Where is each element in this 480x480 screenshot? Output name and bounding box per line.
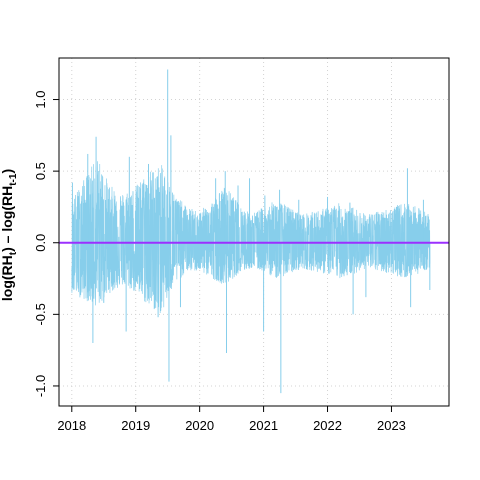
x-axis: 2018 2019 2020 2021 2022 2023 [57, 405, 406, 433]
ylabel-part-a: log(RH [0, 255, 15, 301]
x-tick-label-4: 2022 [313, 418, 342, 433]
x-tick-label-3: 2021 [249, 418, 278, 433]
y-tick-label-0: 1.0 [33, 90, 48, 108]
y-tick-label-3: -0.5 [33, 303, 48, 325]
series-return-noise [71, 69, 431, 394]
x-tick-label-1: 2019 [121, 418, 150, 433]
y-axis-label: log(RHt) – log(RHt-1) [0, 169, 19, 301]
y-axis: 1.0 0.5 0.0 -0.5 -1.0 [33, 90, 60, 397]
ylabel-sub-b: t-1 [8, 173, 19, 186]
x-tick-label-5: 2023 [377, 418, 406, 433]
ylabel-part-b: ) – log(RH [0, 186, 15, 252]
x-tick-label-0: 2018 [57, 418, 86, 433]
y-tick-label-4: -1.0 [33, 375, 48, 397]
y-tick-label-1: 0.5 [33, 162, 48, 180]
series-noise-path [71, 161, 431, 313]
y-tick-label-2: 0.0 [33, 234, 48, 252]
x-tick-label-2: 2020 [185, 418, 214, 433]
ylabel-part-c: ) [0, 169, 15, 174]
ylabel-sub-a: t [8, 251, 19, 255]
